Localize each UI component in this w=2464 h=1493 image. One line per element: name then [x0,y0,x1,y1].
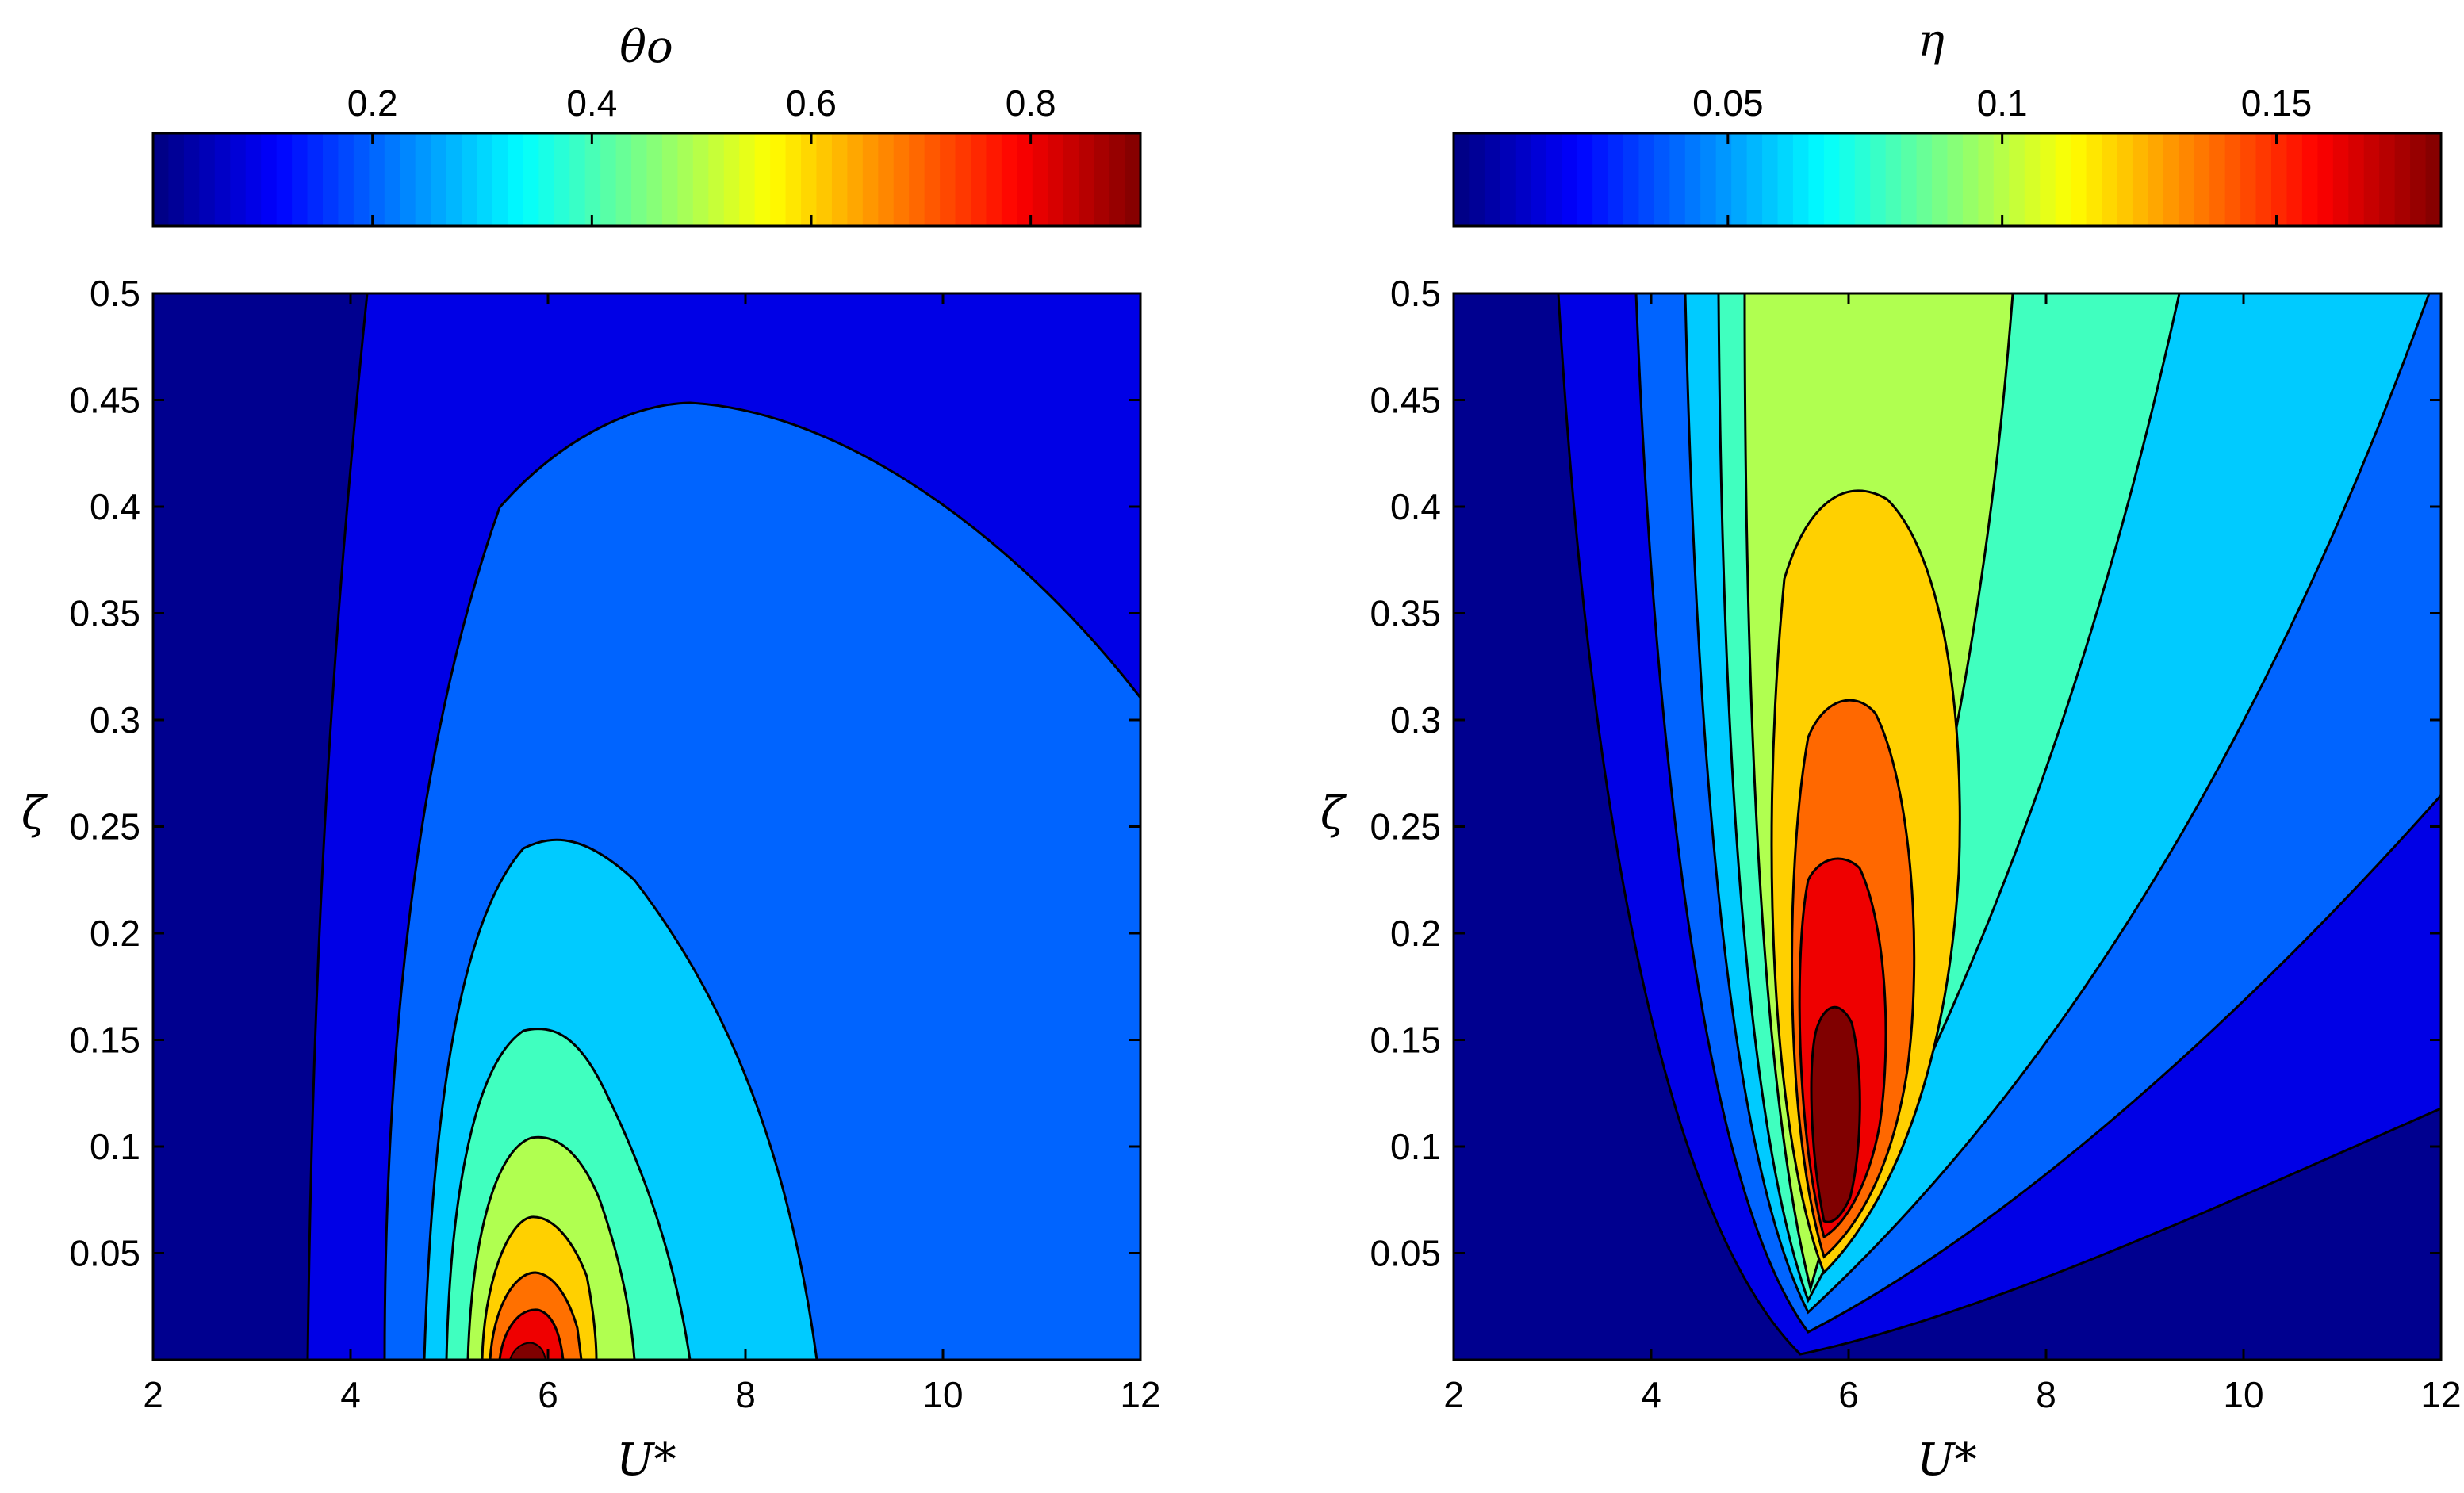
left-colorbar-tick-label-0: 0.2 [347,82,398,124]
left-colorbar-gradient [153,133,1141,226]
left-colorbar-tick-label-2: 0.6 [786,82,837,124]
right-panel: 0.05 0.1 0.15 η 2 4 6 8 10 12 0.05 0.1 0.15 0.2 0.25… [1320,15,2462,1486]
right-y-tick-label-4: 0.25 [1370,806,1441,848]
left-colorbar-tick-label-3: 0.8 [1006,82,1056,124]
left-y-tick-label-4: 0.25 [69,806,140,848]
left-x-axis-label: U* [616,1434,676,1486]
right-y-tick-label-6: 0.35 [1370,593,1441,634]
left-panel: 0.2 0.4 0.6 0.8 θo 2 4 6 8 10 120.050.10.150.20.… [21,21,1161,1486]
right-colorbar-tick-label-1: 0.1 [1977,82,2028,124]
left-y-tick-label-8: 0.45 [69,380,140,421]
right-y-tick-label-1: 0.1 [1390,1126,1441,1167]
right-y-tick-label-9: 0.5 [1390,273,1441,314]
right-y-tick-label-8: 0.45 [1370,380,1441,421]
right-y-tick-label-3: 0.2 [1390,913,1441,954]
right-x-tick-label-4: 10 [2223,1374,2263,1415]
left-y-tick-label-9: 0.5 [90,273,140,314]
right-y-tick-label-0: 0.05 [1370,1233,1441,1274]
left-y-tick-label-0: 0.05 [69,1233,140,1274]
left-x-tick-label-5: 12 [1120,1374,1160,1415]
left-contour-plot [153,293,1140,1360]
left-x-tick-label-2: 6 [538,1374,558,1415]
right-axes-ticks: 2 4 6 8 10 12 0.05 0.1 0.15 0.2 0.25 0.3 0.35 0.4 0.45… [1370,273,2461,1415]
right-x-axis-label: U* [1917,1434,1976,1486]
left-y-tick-label-1: 0.1 [90,1126,140,1167]
left-colorbar-label: θo [619,21,673,73]
right-colorbar-label: η [1918,15,1945,67]
right-y-axis-label: ζ [1320,788,1347,840]
right-contour-plot [1454,293,2441,1360]
left-y-tick-label-5: 0.3 [90,699,140,741]
right-colorbar-tick-label-2: 0.15 [2241,82,2313,124]
right-colorbar: 0.05 0.1 0.15 η [1452,15,2443,228]
right-x-tick-label-2: 6 [1838,1374,1859,1415]
left-x-tick-label-4: 10 [922,1374,963,1415]
left-y-tick-label-7: 0.4 [90,486,140,527]
left-axes-ticks: 2 4 6 8 10 12 0.05 0.1 0.15 0.2 0.25 0.3 0.35 0.4 0.45… [69,273,1160,1415]
right-contour-band-9 [1810,1005,1861,1223]
left-colorbar: 0.2 0.4 0.6 0.8 θo [151,21,1142,228]
left-x-tick-label-0: 2 [143,1374,163,1415]
right-x-tick-label-0: 2 [1443,1374,1464,1415]
right-colorbar-ticks: 0.05 0.1 0.15 [1692,82,2312,226]
right-y-tick-label-7: 0.4 [1390,486,1441,527]
right-y-tick-label-5: 0.3 [1390,699,1441,741]
left-y-tick-label-3: 0.2 [90,913,140,954]
left-x-tick-label-1: 4 [340,1374,361,1415]
right-x-tick-label-1: 4 [1641,1374,1661,1415]
right-y-tick-label-2: 0.15 [1370,1020,1441,1061]
right-colorbar-tick-label-0: 0.05 [1692,82,1764,124]
left-colorbar-tick-label-1: 0.4 [566,82,617,124]
right-x-tick-label-3: 8 [2036,1374,2056,1415]
left-y-axis-label: ζ [21,788,48,840]
left-contour-band-8 [498,1308,565,1360]
left-x-tick-label-3: 8 [735,1374,756,1415]
left-colorbar-ticks: 0.2 0.4 0.6 0.8 [347,82,1056,226]
right-colorbar-gradient [1454,133,2442,226]
right-x-tick-label-5: 12 [2420,1374,2461,1415]
left-y-tick-label-2: 0.15 [69,1020,140,1061]
left-y-tick-label-6: 0.35 [69,593,140,634]
left-contour-band-9 [508,1342,547,1360]
